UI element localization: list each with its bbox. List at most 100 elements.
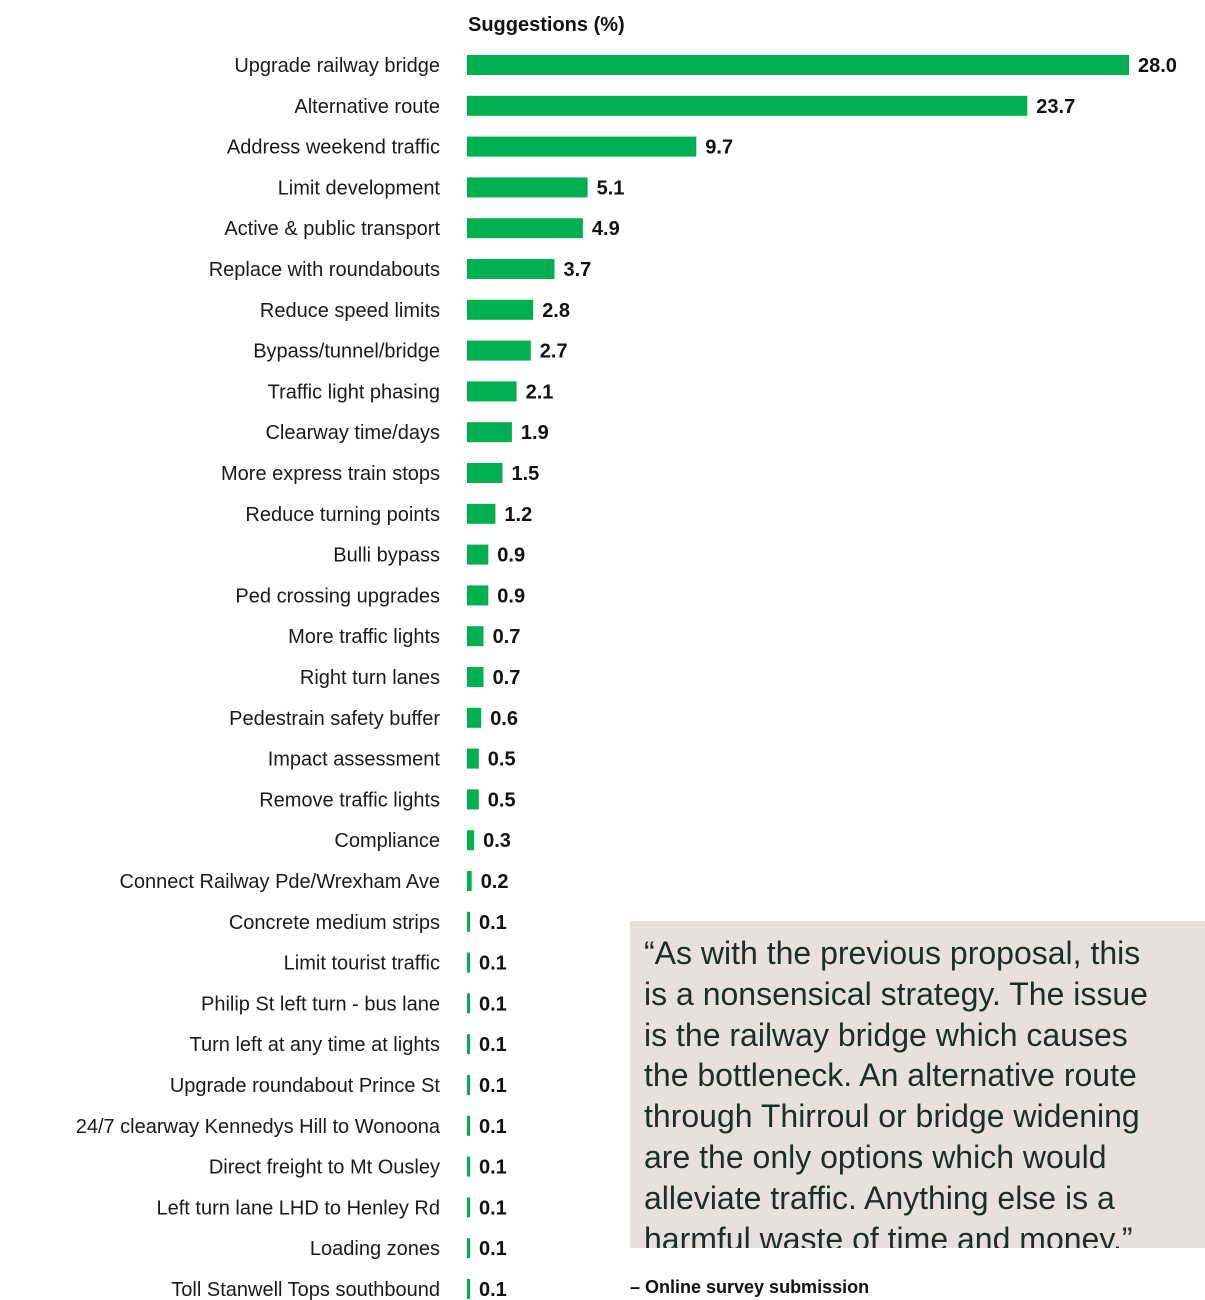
value-label: 2.8 bbox=[542, 300, 570, 322]
category-label: Toll Stanwell Tops southbound bbox=[171, 1279, 440, 1300]
value-label: 0.7 bbox=[493, 626, 521, 648]
category-label: Compliance bbox=[334, 830, 440, 852]
bar-24 bbox=[467, 1034, 470, 1055]
value-label: 3.7 bbox=[564, 259, 592, 281]
bar-23 bbox=[467, 993, 470, 1014]
bar-5 bbox=[467, 259, 555, 279]
bar-0 bbox=[467, 55, 1129, 75]
category-label: Alternative route bbox=[294, 96, 440, 118]
bar-1 bbox=[467, 95, 1028, 116]
category-label: Remove traffic lights bbox=[259, 789, 440, 811]
category-label: More traffic lights bbox=[288, 626, 440, 648]
value-label: 5.1 bbox=[597, 177, 625, 199]
value-label: 0.6 bbox=[490, 708, 518, 730]
value-label: 2.7 bbox=[540, 341, 568, 363]
bar-28 bbox=[467, 1197, 470, 1218]
bar-25 bbox=[467, 1075, 470, 1095]
quote-text: “As with the previous proposal, this is … bbox=[644, 935, 1148, 1248]
bar-9 bbox=[467, 422, 512, 443]
category-label: Reduce turning points bbox=[245, 504, 440, 526]
value-label: 0.1 bbox=[479, 1197, 507, 1219]
bar-29 bbox=[467, 1238, 470, 1259]
bar-6 bbox=[467, 299, 534, 320]
category-label: Address weekend traffic bbox=[227, 137, 440, 159]
category-label: Reduce speed limits bbox=[260, 300, 440, 322]
value-label: 0.7 bbox=[493, 667, 521, 689]
value-label: 0.1 bbox=[479, 993, 507, 1015]
value-label: 0.5 bbox=[488, 749, 516, 771]
bar-13 bbox=[467, 585, 489, 606]
value-label: 23.7 bbox=[1036, 96, 1075, 118]
bar-7 bbox=[467, 340, 531, 361]
bar-30 bbox=[467, 1279, 470, 1299]
category-label: Limit tourist traffic bbox=[284, 953, 440, 975]
bar-12 bbox=[467, 544, 489, 565]
bar-10 bbox=[467, 463, 503, 483]
value-labels-group: 28.0 23.7 9.7 5.1 4.93.7 2.8 2.7 2.1 1.9 1.5 1.2 0.… bbox=[479, 55, 1177, 1300]
category-label: Replace with roundabouts bbox=[209, 259, 440, 281]
category-label: Traffic light phasing bbox=[268, 381, 440, 403]
value-label: 1.5 bbox=[512, 463, 540, 485]
bar-16 bbox=[467, 707, 482, 728]
bar-19 bbox=[467, 830, 475, 851]
bar-11 bbox=[467, 503, 496, 524]
value-label: 0.1 bbox=[479, 953, 507, 975]
value-label: 28.0 bbox=[1138, 55, 1177, 77]
bar-8 bbox=[467, 381, 517, 402]
value-label: 0.9 bbox=[497, 545, 525, 567]
category-label: More express train stops bbox=[221, 463, 440, 485]
bar-26 bbox=[467, 1115, 470, 1136]
category-label: Left turn lane LHD to Henley Rd bbox=[157, 1197, 441, 1219]
category-label: Upgrade railway bridge bbox=[234, 55, 440, 77]
bar-4 bbox=[467, 218, 583, 239]
category-label: Ped crossing upgrades bbox=[235, 585, 440, 607]
bar-21 bbox=[467, 911, 470, 932]
quote-box: “As with the previous proposal, this is … bbox=[630, 921, 1205, 1248]
category-label: Clearway time/days bbox=[265, 422, 440, 444]
category-label: Direct freight to Mt Ousley bbox=[209, 1157, 440, 1179]
value-label: 0.1 bbox=[479, 912, 507, 934]
value-label: 0.3 bbox=[483, 830, 511, 852]
category-label: Loading zones bbox=[310, 1238, 440, 1260]
value-label: 0.9 bbox=[497, 585, 525, 607]
category-label: Pedestrain safety buffer bbox=[229, 708, 440, 730]
value-label: 9.7 bbox=[705, 137, 733, 159]
value-label: 0.1 bbox=[479, 1157, 507, 1179]
bar-18 bbox=[467, 789, 479, 810]
category-label: Active & public transport bbox=[224, 218, 440, 240]
category-label: Concrete medium strips bbox=[229, 912, 440, 934]
category-label: Upgrade roundabout Prince St bbox=[170, 1075, 441, 1097]
value-label: 1.9 bbox=[521, 422, 549, 444]
category-label: Connect Railway Pde/Wrexham Ave bbox=[119, 871, 440, 893]
category-labels-group: Upgrade railway bridge Alternative route A… bbox=[76, 55, 441, 1300]
category-label: 24/7 clearway Kennedys Hill to Wonoona bbox=[76, 1116, 441, 1138]
value-label: 0.2 bbox=[481, 871, 509, 893]
value-label: 4.9 bbox=[592, 218, 620, 240]
category-label: Right turn lanes bbox=[300, 667, 440, 689]
quote-source: – Online survey submission bbox=[630, 1277, 870, 1297]
value-label: 0.1 bbox=[479, 1238, 507, 1260]
category-label: Philip St left turn - bus lane bbox=[201, 993, 440, 1015]
chart-title: Suggestions (%) bbox=[468, 14, 625, 36]
category-label: Turn left at any time at lights bbox=[190, 1034, 440, 1056]
bars-group bbox=[467, 55, 1129, 1299]
bar-22 bbox=[467, 952, 470, 973]
bar-3 bbox=[467, 177, 588, 198]
category-label: Bypass/tunnel/bridge bbox=[253, 341, 440, 363]
value-label: 2.1 bbox=[526, 381, 554, 403]
value-label: 0.5 bbox=[488, 789, 516, 811]
value-label: 0.1 bbox=[479, 1279, 507, 1300]
category-label: Impact assessment bbox=[268, 749, 441, 771]
category-label: Limit development bbox=[278, 177, 441, 199]
value-label: 0.1 bbox=[479, 1034, 507, 1056]
bar-2 bbox=[467, 136, 697, 157]
bar-15 bbox=[467, 667, 484, 687]
value-label: 0.1 bbox=[479, 1075, 507, 1097]
bar-27 bbox=[467, 1156, 470, 1177]
bar-14 bbox=[467, 626, 484, 647]
value-label: 0.1 bbox=[479, 1116, 507, 1138]
bar-20 bbox=[467, 871, 472, 891]
category-label: Bulli bypass bbox=[333, 545, 440, 567]
bar-17 bbox=[467, 748, 479, 769]
